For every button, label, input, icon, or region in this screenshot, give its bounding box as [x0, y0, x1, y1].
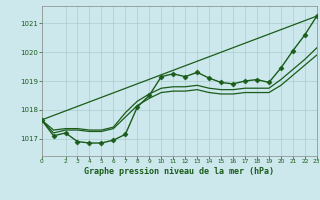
- X-axis label: Graphe pression niveau de la mer (hPa): Graphe pression niveau de la mer (hPa): [84, 167, 274, 176]
